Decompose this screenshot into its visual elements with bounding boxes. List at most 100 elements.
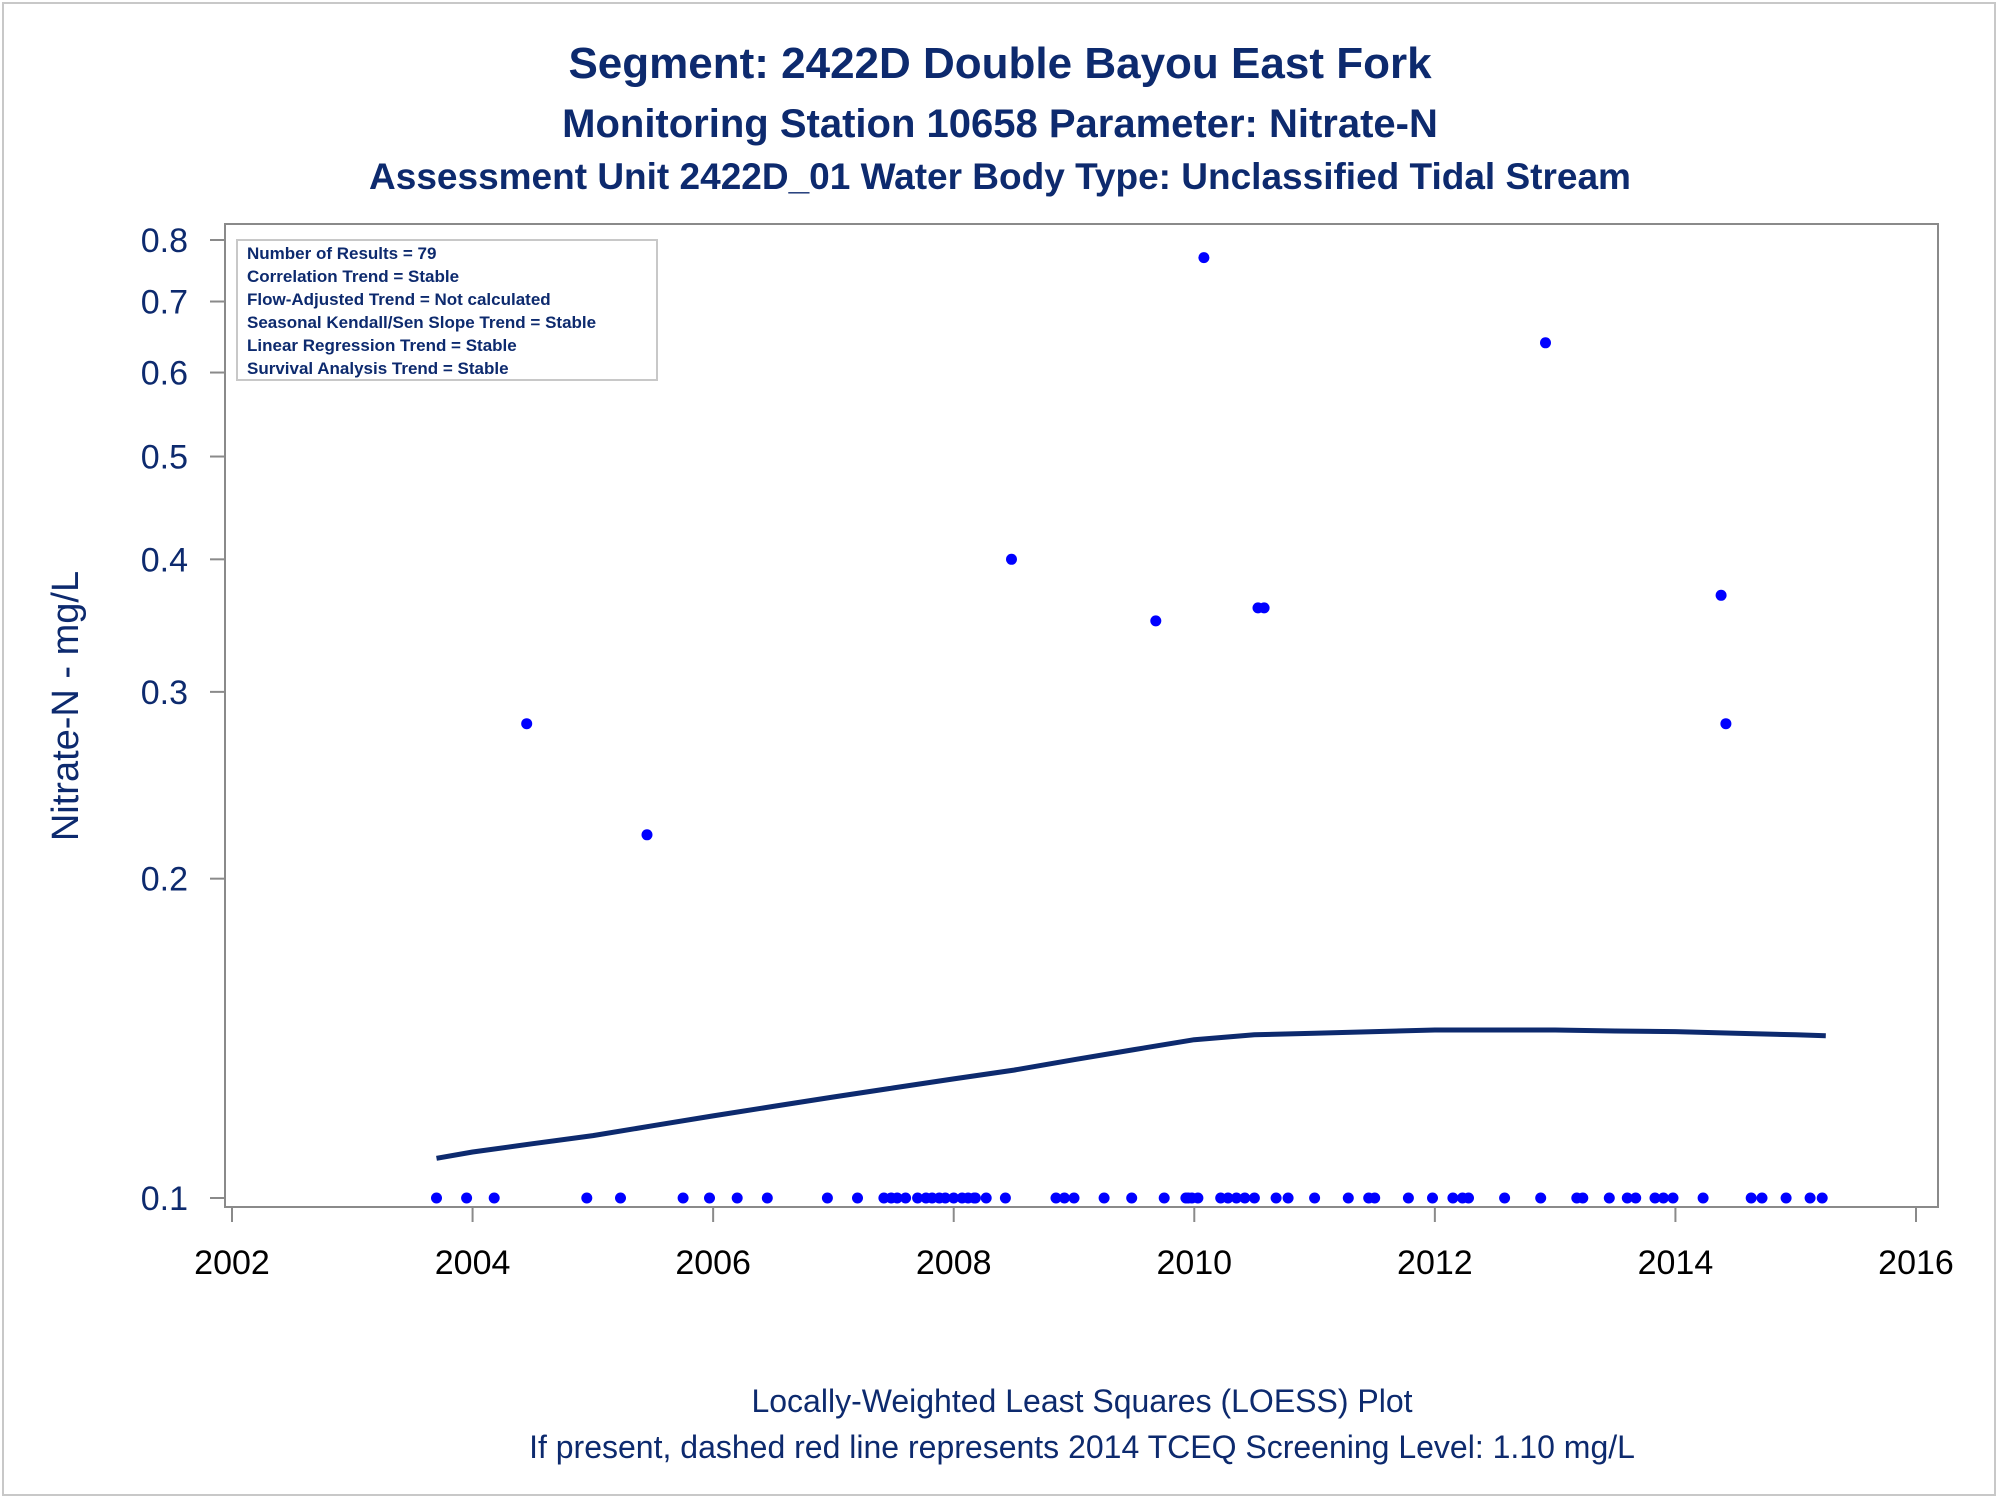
loess-line-layer: [436, 1027, 1826, 1161]
data-point: [1804, 1192, 1816, 1204]
y-tick-label: 0.1: [141, 1180, 188, 1218]
stats-line: Linear Regression Trend = Stable: [247, 336, 517, 355]
data-point: [1098, 1192, 1110, 1204]
data-point: [1603, 1192, 1615, 1204]
y-tick-label: 0.5: [141, 439, 188, 477]
plot-area: [224, 223, 1939, 1208]
chart-subtitle-2: Assessment Unit 2422D_01 Water Body Type…: [369, 156, 1631, 197]
data-point: [488, 1192, 500, 1204]
data-point: [704, 1192, 715, 1204]
footnote-screening-level: If present, dashed red line represents 2…: [529, 1429, 1635, 1465]
data-point: [969, 1192, 981, 1204]
data-point: [1630, 1192, 1642, 1204]
x-axis: 2002 2004 2006 2008 2010 2012 2014 2016: [194, 1207, 1954, 1282]
data-point: [1745, 1192, 1757, 1204]
data-point: [1427, 1192, 1438, 1204]
data-point: [521, 718, 533, 730]
data-point: [1447, 1192, 1459, 1204]
data-point: [1192, 1192, 1204, 1204]
y-tick-label: 0.8: [141, 222, 188, 260]
data-point: [1309, 1192, 1321, 1204]
data-point: [948, 1192, 960, 1204]
stats-line: Survival Analysis Trend = Stable: [247, 359, 509, 378]
loess-line: [436, 1027, 1826, 1161]
data-point: [1068, 1192, 1080, 1204]
data-point: [1697, 1192, 1709, 1204]
stats-box-border: [236, 239, 658, 381]
data-point: [1715, 589, 1727, 601]
data-point: [615, 1192, 626, 1204]
x-tick-label: 2012: [1397, 1244, 1473, 1282]
data-point: [1535, 1192, 1547, 1204]
x-tick-label: 2006: [675, 1244, 751, 1282]
data-point: [1248, 1192, 1260, 1204]
chart-subtitle: Monitoring Station 10658 Parameter: Nitr…: [562, 102, 1438, 146]
data-point: [1150, 615, 1162, 627]
data-point: [1222, 1192, 1234, 1204]
data-point: [1657, 1192, 1669, 1204]
x-tick-label: 2010: [1156, 1244, 1232, 1282]
stats-line: Correlation Trend = Stable: [247, 267, 459, 286]
stats-legend-box: Number of Results = 79 Correlation Trend …: [236, 239, 658, 381]
data-point: [1270, 1192, 1282, 1204]
stats-line: Flow-Adjusted Trend = Not calculated: [247, 290, 551, 309]
data-point: [1499, 1192, 1511, 1204]
stats-line: Number of Results = 79: [247, 244, 436, 263]
x-tick-label: 2008: [916, 1244, 992, 1282]
data-point: [1649, 1192, 1661, 1204]
data-point: [1720, 718, 1732, 730]
data-point: [1667, 1192, 1679, 1204]
x-tick-label: 2004: [435, 1244, 511, 1282]
data-point: [1369, 1192, 1381, 1204]
data-point: [431, 1192, 442, 1204]
chart-title: Segment: 2422D Double Bayou East Fork: [568, 39, 1432, 88]
y-tick-label: 0.2: [141, 861, 188, 899]
data-point: [1182, 1192, 1194, 1204]
data-point: [1540, 337, 1551, 349]
data-points-layer: [431, 252, 1828, 1204]
y-tick-label: 0.6: [141, 355, 188, 393]
data-point: [1756, 1192, 1768, 1204]
data-point: [999, 1192, 1011, 1204]
footnote-loess: Locally-Weighted Least Squares (LOESS) P…: [751, 1383, 1412, 1419]
y-tick-label: 0.4: [141, 541, 188, 579]
data-point: [1158, 1192, 1170, 1204]
data-point: [1198, 252, 1210, 264]
data-point: [900, 1192, 912, 1204]
data-point: [1577, 1192, 1589, 1204]
data-point: [980, 1192, 992, 1204]
data-point: [1058, 1192, 1070, 1204]
data-point: [1621, 1192, 1633, 1204]
data-point: [1239, 1192, 1251, 1204]
data-point: [1402, 1192, 1414, 1204]
data-point: [852, 1192, 863, 1204]
y-tick-label: 0.7: [141, 284, 188, 322]
data-point: [1463, 1192, 1474, 1204]
data-point: [761, 1192, 773, 1204]
x-tick-label: 2014: [1638, 1244, 1714, 1282]
data-point: [1780, 1192, 1792, 1204]
data-point: [939, 1192, 951, 1204]
data-point: [641, 829, 653, 841]
data-point: [677, 1192, 689, 1204]
x-tick-label: 2002: [194, 1244, 270, 1282]
data-point: [461, 1192, 473, 1204]
data-point: [1816, 1192, 1828, 1204]
data-point: [731, 1192, 743, 1204]
data-point: [1230, 1192, 1242, 1204]
data-point: [821, 1192, 833, 1204]
y-axis-title: Nitrate-N - mg/L: [45, 571, 87, 841]
data-point: [1282, 1192, 1294, 1204]
stats-line: Seasonal Kendall/Sen Slope Trend = Stabl…: [247, 313, 596, 332]
data-point: [1006, 553, 1017, 565]
data-point: [1050, 1192, 1062, 1204]
x-tick-label: 2016: [1878, 1244, 1954, 1282]
y-tick-label: 0.3: [141, 674, 188, 712]
y-axis: 0.1 0.2 0.3 0.4 0.5 0.6 0.7 0.8: [141, 222, 225, 1218]
data-point: [912, 1192, 924, 1204]
data-point: [1126, 1192, 1138, 1204]
data-point: [1342, 1192, 1354, 1204]
data-point: [891, 1192, 903, 1204]
